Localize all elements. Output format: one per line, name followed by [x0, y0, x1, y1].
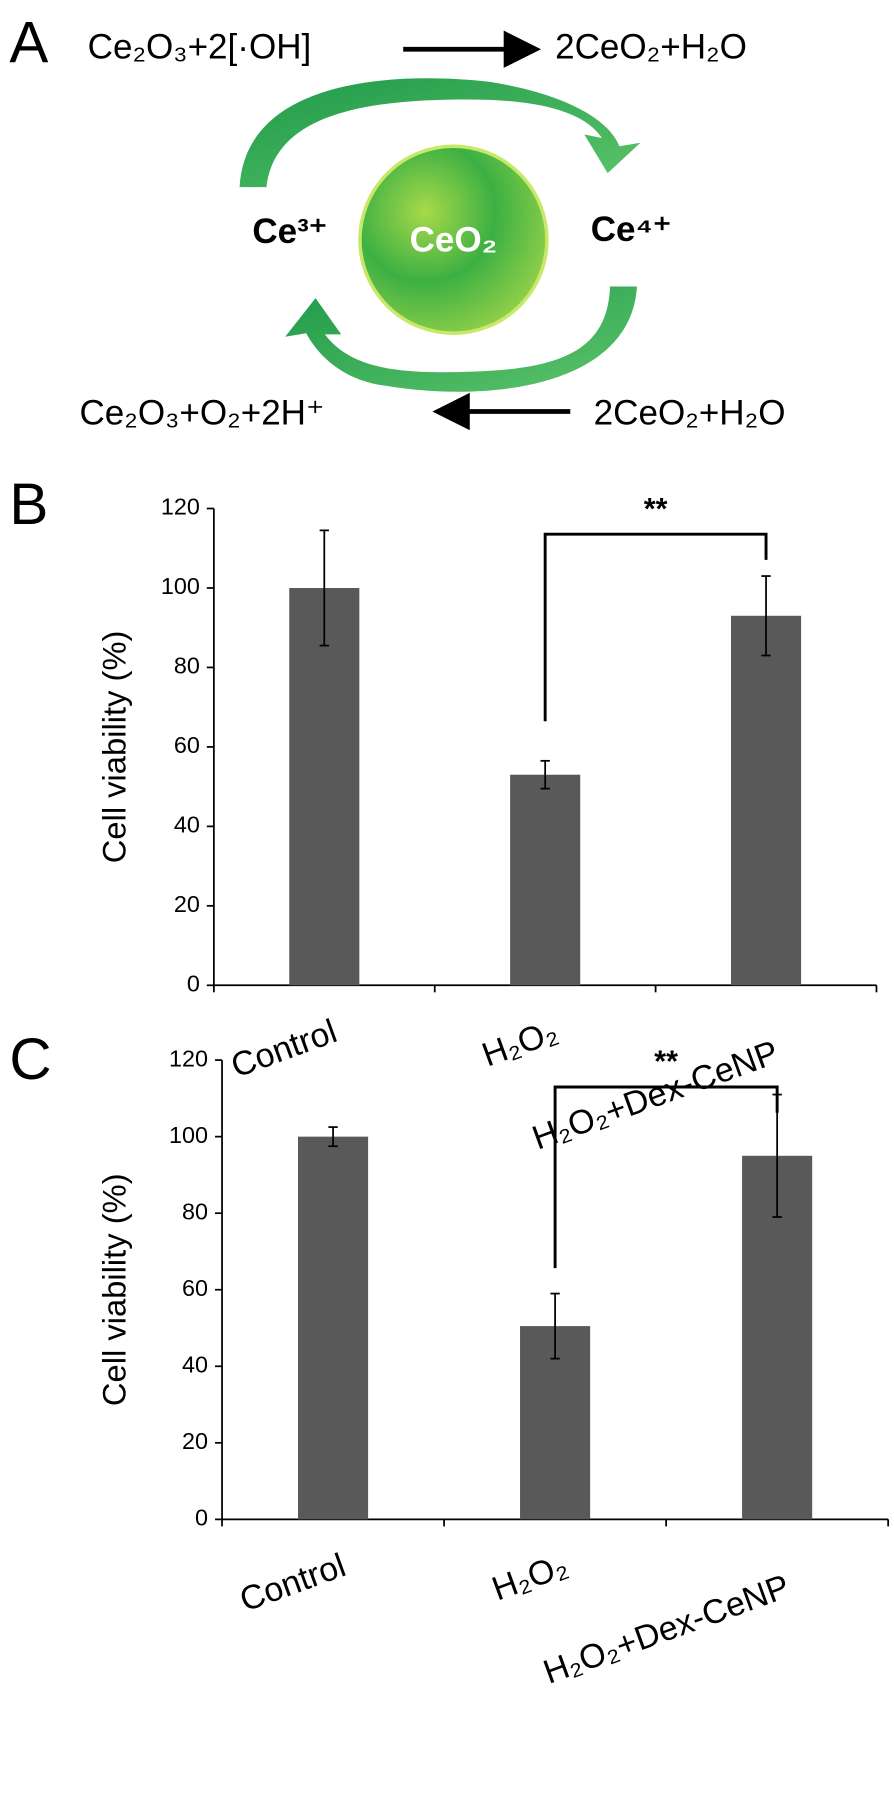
y-tick-label: 100 — [161, 573, 200, 599]
y-tick-label: 100 — [169, 1122, 208, 1148]
y-tick-label: 120 — [161, 494, 200, 520]
x-tick-label: H₂O₂+Dex-CeNP — [538, 1567, 794, 1691]
panel-label: C — [9, 1027, 51, 1092]
significance-label: ** — [654, 1045, 678, 1079]
y-tick-label: 0 — [195, 1505, 208, 1531]
bar — [298, 1136, 369, 1520]
equation: 2CeO₂+H₂O — [555, 28, 747, 67]
bar — [510, 774, 581, 986]
bar — [289, 587, 360, 986]
x-tick-label: H₂O₂ — [487, 1546, 572, 1608]
y-tick-label: 0 — [187, 970, 200, 996]
y-tick-label: 20 — [174, 891, 200, 917]
ceria-particle — [358, 144, 549, 335]
panel-label: A — [9, 10, 48, 75]
x-tick-label: Control — [235, 1546, 351, 1619]
equation: 2CeO₂+H₂O — [594, 393, 786, 432]
y-tick-label: 40 — [174, 812, 200, 838]
y-tick-label: 40 — [182, 1351, 208, 1377]
x-tick-label: Control — [226, 1012, 342, 1085]
x-tick-label: H₂O₂ — [477, 1012, 562, 1074]
y-tick-label: 120 — [169, 1045, 208, 1071]
cycle-arrow — [285, 286, 637, 392]
y-tick-label: 60 — [182, 1275, 208, 1301]
significance-bracket — [543, 532, 768, 722]
ion-label: Ce³⁺ — [252, 212, 327, 251]
significance-bracket — [553, 1085, 779, 1269]
center-label: CeO₂ — [410, 220, 498, 259]
bar — [730, 615, 802, 986]
y-tick-label: 80 — [182, 1198, 208, 1224]
significance-label: ** — [644, 492, 668, 526]
y-axis-label: Cell viability (%) — [96, 1173, 133, 1406]
panel-label: B — [9, 472, 48, 537]
ion-label: Ce⁴⁺ — [591, 210, 672, 249]
y-tick-label: 80 — [174, 653, 200, 679]
equation: Ce₂O₃+2[·OH] — [88, 28, 312, 67]
cycle-arrow — [239, 78, 641, 188]
equation: Ce₂O₃+O₂+2H⁺ — [79, 393, 324, 432]
y-axis-label: Cell viability (%) — [96, 631, 133, 864]
y-tick-label: 20 — [182, 1428, 208, 1454]
y-tick-label: 60 — [174, 732, 200, 758]
